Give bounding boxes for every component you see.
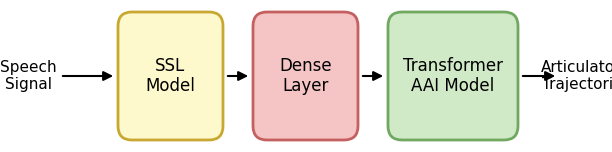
Text: SSL
Model: SSL Model — [146, 57, 195, 95]
Text: Dense
Layer: Dense Layer — [279, 57, 332, 95]
Text: Speech
Signal: Speech Signal — [0, 60, 56, 92]
Text: Transformer
AAI Model: Transformer AAI Model — [403, 57, 503, 95]
FancyBboxPatch shape — [118, 12, 223, 140]
FancyBboxPatch shape — [253, 12, 358, 140]
Text: Articulatory
Trajectories: Articulatory Trajectories — [541, 60, 612, 92]
FancyBboxPatch shape — [388, 12, 518, 140]
